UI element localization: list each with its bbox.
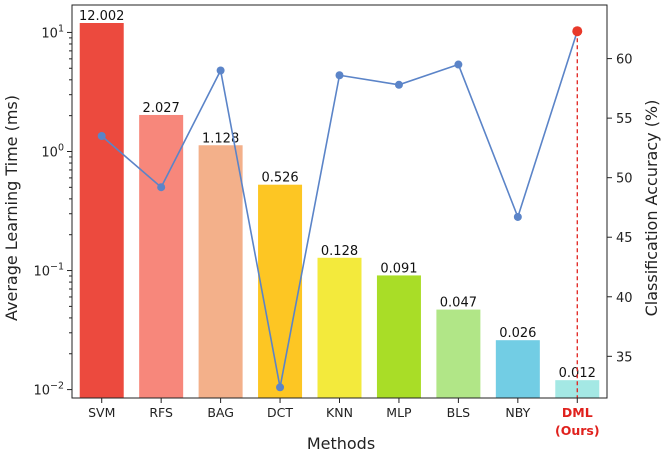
left-tick-label: 100	[41, 142, 64, 160]
bar-value-label: 0.047	[440, 296, 477, 311]
accuracy-point-mlp	[394, 80, 403, 89]
bar-rfs	[139, 114, 184, 399]
x-axis-title: Methods	[307, 434, 375, 453]
x-tick-label-dct: DCT	[267, 405, 293, 420]
bar-value-label: 0.012	[559, 366, 596, 381]
bars-layer: 12.002 2.027 1.128 0.526 0.128 0.091 0.047 0.02…	[79, 9, 600, 399]
x-tick-label-rfs: RFS	[149, 405, 173, 420]
x-tick-label-dml: DML	[562, 405, 593, 420]
accuracy-point-dct	[276, 383, 285, 392]
left-tick-label: 10−1	[33, 262, 64, 280]
accuracy-point-svm	[97, 132, 106, 140]
right-tick-label: 35	[616, 350, 633, 365]
bar-value-label: 12.002	[79, 9, 125, 24]
accuracy-point-dml	[572, 26, 583, 37]
x-tick-label-nby: NBY	[505, 405, 530, 420]
accuracy-point-rfs	[157, 183, 166, 192]
bar-value-label: 0.526	[261, 171, 298, 186]
x-tick-sublabel: (Ours)	[555, 423, 600, 438]
x-tick-label-bls: BLS	[447, 405, 471, 420]
accuracy-point-bls	[454, 60, 463, 69]
bar-value-label: 0.026	[499, 326, 536, 341]
right-tick-label: 60	[616, 53, 633, 68]
bar-svm	[79, 23, 124, 399]
bar-knn	[317, 257, 362, 398]
x-tick-label-bag: BAG	[207, 405, 234, 420]
right-axis-title: Classification Accuracy (%)	[642, 100, 661, 317]
bar-nby	[495, 340, 540, 398]
x-tick-label-svm: SVM	[88, 405, 115, 420]
x-tick-label-mlp: MLP	[386, 405, 412, 420]
bar-bls	[436, 309, 481, 398]
ticks-layer: 10−2 10−1 100 101 35 40 45 50 55 60 SVM RFS BAG DCT KN…	[33, 23, 632, 438]
right-tick-label: 50	[616, 172, 633, 187]
left-tick-label: 101	[41, 23, 64, 41]
bar-value-label: 0.128	[321, 244, 358, 259]
bar-mlp	[376, 275, 421, 398]
accuracy-point-knn	[335, 71, 344, 80]
accuracy-line-layer	[97, 26, 583, 398]
bar-value-label: 2.027	[143, 101, 180, 116]
left-tick-label: 10−2	[33, 381, 64, 399]
accuracy-point-bag	[216, 66, 225, 75]
right-tick-label: 45	[616, 231, 633, 246]
left-axis-title: Average Learning Time (ms)	[2, 95, 21, 321]
bar-bag	[198, 145, 243, 398]
bar-value-label: 1.128	[202, 131, 239, 146]
right-tick-label: 40	[616, 291, 633, 306]
accuracy-point-nby	[513, 212, 522, 221]
bar-dct	[258, 184, 303, 398]
bar-value-label: 0.091	[380, 261, 417, 276]
right-tick-label: 55	[616, 112, 633, 127]
x-tick-label-knn: KNN	[326, 405, 353, 420]
